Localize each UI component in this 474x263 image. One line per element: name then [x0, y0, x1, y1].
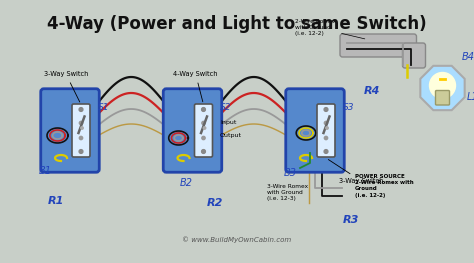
Text: Output: Output [220, 133, 242, 138]
Text: S3: S3 [343, 103, 354, 112]
Text: L1: L1 [466, 93, 474, 103]
Circle shape [79, 150, 83, 153]
FancyBboxPatch shape [317, 104, 335, 157]
Text: R1: R1 [47, 196, 64, 206]
Circle shape [429, 73, 456, 99]
FancyBboxPatch shape [163, 89, 222, 172]
Text: 4-Way Switch: 4-Way Switch [173, 72, 218, 102]
Text: S1: S1 [98, 103, 109, 112]
Text: © www.BuildMyOwnCabin.com: © www.BuildMyOwnCabin.com [182, 236, 292, 243]
FancyBboxPatch shape [72, 104, 90, 157]
Text: 2-Wire Romex
with Ground
(i.e. 12-2): 2-Wire Romex with Ground (i.e. 12-2) [295, 19, 365, 39]
Text: B4: B4 [462, 53, 474, 63]
Circle shape [79, 136, 82, 140]
Circle shape [201, 108, 205, 112]
Circle shape [324, 108, 328, 112]
Text: R4: R4 [364, 86, 380, 96]
FancyBboxPatch shape [436, 90, 449, 105]
Text: 3-Wire Romex
with Ground
(i.e. 12-3): 3-Wire Romex with Ground (i.e. 12-3) [267, 184, 309, 201]
Text: 3-Way Switch: 3-Way Switch [328, 160, 383, 184]
Circle shape [202, 121, 205, 125]
Text: POWER SOURCE
2-Wire Romex with
Ground
(i.e. 12-2): POWER SOURCE 2-Wire Romex with Ground (i… [355, 174, 414, 198]
Circle shape [79, 121, 82, 125]
Circle shape [81, 127, 83, 129]
Text: B3: B3 [284, 169, 297, 179]
Circle shape [202, 136, 205, 140]
FancyBboxPatch shape [402, 43, 426, 68]
Circle shape [201, 150, 205, 153]
FancyBboxPatch shape [41, 89, 99, 172]
FancyBboxPatch shape [194, 104, 212, 157]
Text: S2: S2 [220, 103, 231, 112]
FancyBboxPatch shape [340, 34, 417, 57]
Circle shape [79, 108, 83, 112]
Circle shape [203, 127, 206, 129]
Text: R2: R2 [207, 199, 223, 209]
FancyBboxPatch shape [286, 89, 344, 172]
Circle shape [326, 127, 328, 129]
Polygon shape [420, 66, 465, 110]
Text: R3: R3 [343, 215, 359, 225]
Text: B1: B1 [39, 166, 52, 176]
Circle shape [324, 150, 328, 153]
Text: 3-Way Switch: 3-Way Switch [44, 72, 88, 102]
Text: 4-Way (Power and Light to same Switch): 4-Way (Power and Light to same Switch) [47, 16, 427, 33]
Circle shape [324, 136, 328, 140]
Text: B2: B2 [180, 178, 193, 188]
Circle shape [324, 121, 328, 125]
Text: Input: Input [220, 120, 237, 125]
